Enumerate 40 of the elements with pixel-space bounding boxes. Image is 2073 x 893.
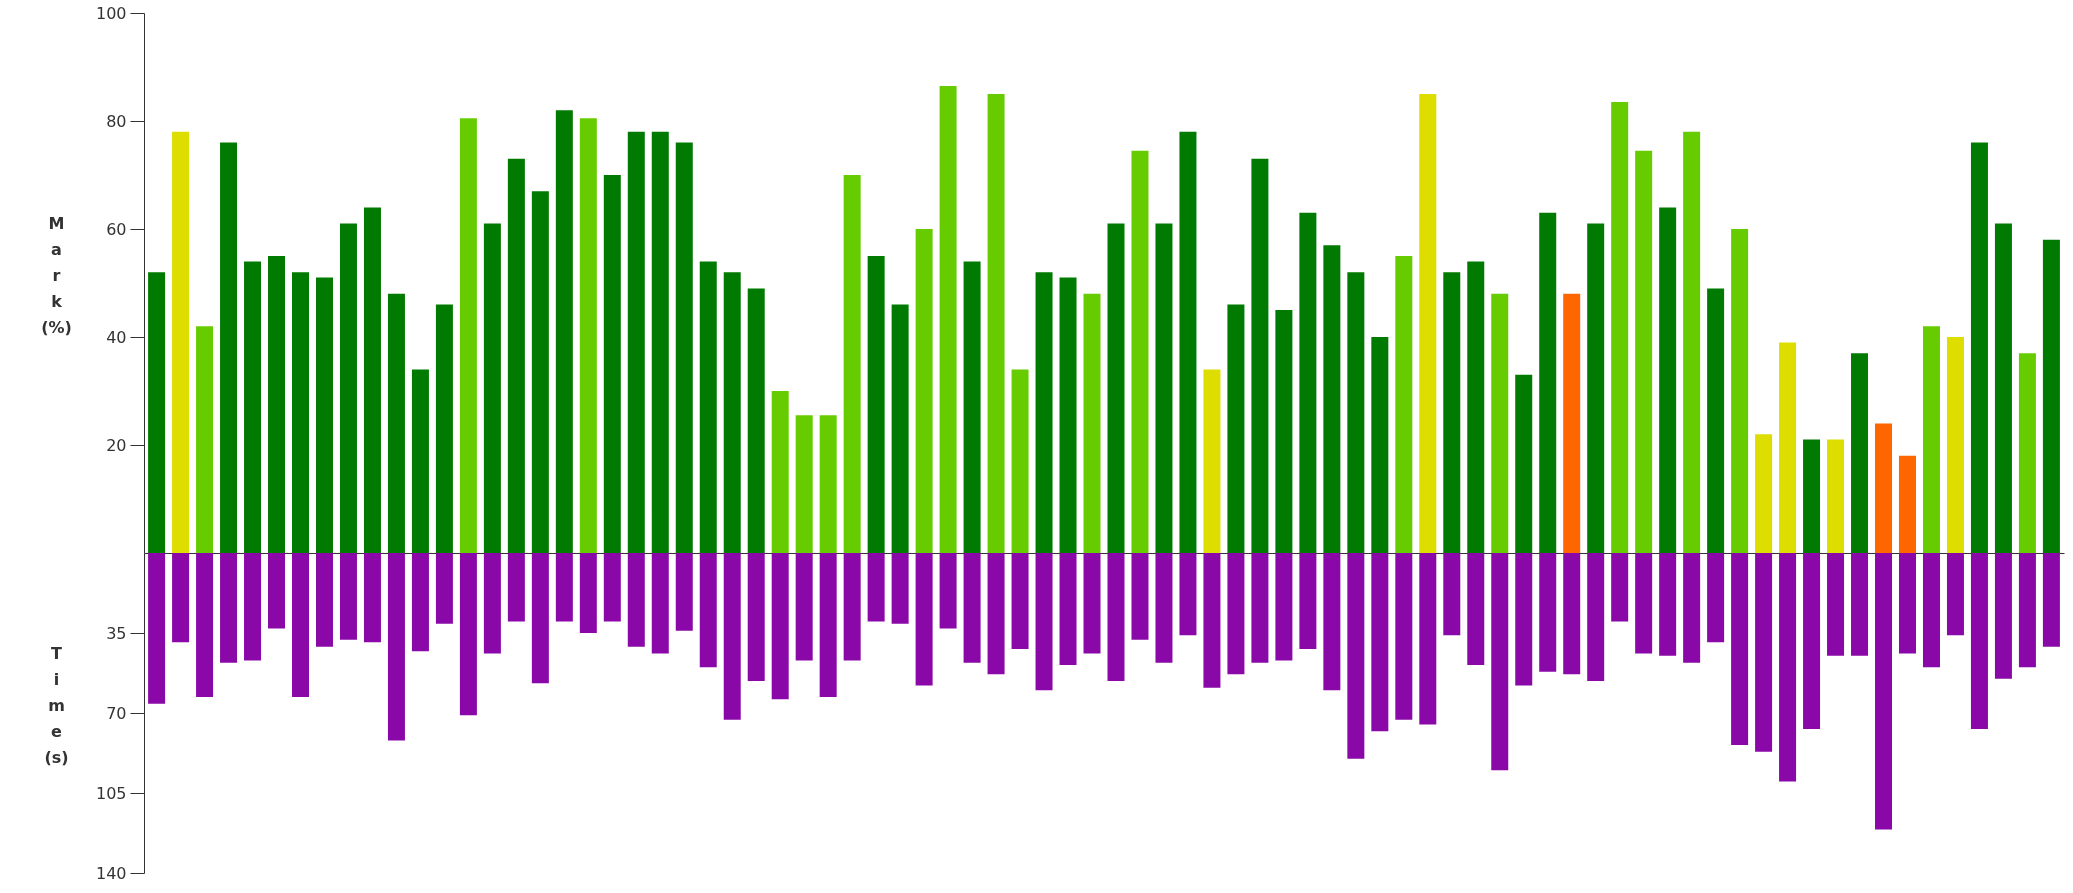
bar <box>651 553 669 654</box>
bar <box>1131 553 1149 640</box>
bar <box>1299 553 1317 649</box>
bar <box>843 553 861 661</box>
y-tick-label: 140 <box>95 863 127 883</box>
bar <box>339 553 357 640</box>
bar <box>555 553 573 622</box>
y-tick-label: 80 <box>106 111 127 131</box>
bar <box>1659 553 1677 656</box>
bar <box>1443 553 1461 636</box>
bar <box>867 553 885 622</box>
bar <box>603 553 621 622</box>
bar <box>1635 553 1653 654</box>
bar <box>1251 553 1269 663</box>
y-tick-label: 35 <box>106 623 127 643</box>
y-tick-label: 105 <box>95 783 127 803</box>
y-tick-label: 40 <box>106 327 127 347</box>
bar <box>627 553 645 647</box>
y-tick-label: 100 <box>95 3 127 23</box>
y-axis-title: Mark (%) <box>41 213 72 337</box>
bar <box>939 553 957 629</box>
bar <box>220 553 238 663</box>
bar <box>363 553 381 643</box>
bar <box>675 553 693 631</box>
bar <box>1683 553 1701 663</box>
y-axis-title: Time (s) <box>44 643 69 767</box>
bar <box>579 553 597 633</box>
bar <box>1179 553 1197 636</box>
y-tick-label: 70 <box>106 703 127 723</box>
bar <box>1611 553 1629 622</box>
bar <box>483 553 501 654</box>
bar <box>2042 553 2060 647</box>
bar <box>987 553 1005 675</box>
y-tick-label: 60 <box>106 219 127 239</box>
bar <box>435 553 453 624</box>
bar <box>507 553 525 622</box>
y-tick-label: 20 <box>106 435 127 455</box>
bar <box>172 553 190 643</box>
bar <box>268 553 286 629</box>
bar <box>891 553 909 624</box>
